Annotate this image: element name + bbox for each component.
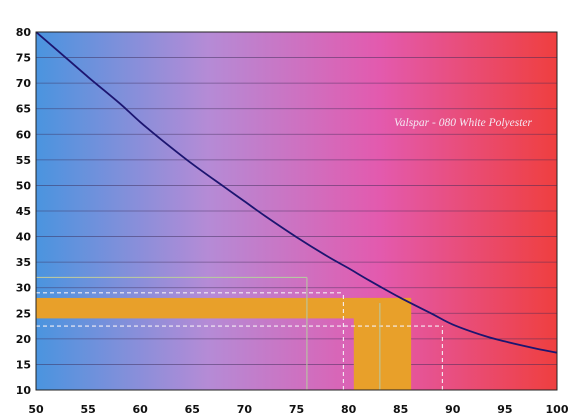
y-tick-label: 25 [16,307,31,320]
highlight-band-horizontal [36,297,412,319]
y-tick-label: 35 [16,256,31,269]
series-annotation: Valspar - 080 White Polyester [394,117,533,129]
x-tick-label: 50 [28,403,44,416]
x-tick-label: 60 [133,403,149,416]
x-tick-label: 85 [393,403,408,416]
y-tick-label: 15 [16,358,31,371]
y-tick-label: 70 [16,77,32,90]
y-tick-label: 80 [16,26,32,39]
y-tick-label: 50 [16,179,32,192]
y-tick-label: 30 [16,282,32,295]
y-tick-label: 45 [16,205,31,218]
x-tick-label: 95 [497,403,512,416]
y-tick-label: 60 [16,128,32,141]
y-tick-label: 40 [16,231,32,244]
y-tick-label: 55 [16,154,31,167]
x-tick-label: 100 [546,403,569,416]
plot-border [35,31,558,391]
x-tick-label: 75 [289,403,304,416]
highlight-bands [36,297,412,390]
curve-group [36,32,557,354]
x-tick-label: 90 [445,403,461,416]
y-tick-label: 75 [16,52,31,65]
x-tick-label: 65 [185,403,200,416]
series-line [36,32,557,354]
x-tick-label: 80 [341,403,357,416]
y-tick-label: 20 [16,333,32,346]
y-tick-label: 10 [16,384,32,397]
highlight-band-vertical [353,297,412,390]
y-axis-ticks: 10 15 20 25 30 35 40 45 50 55 60 65 70 75 80 [16,26,32,397]
x-tick-label: 70 [237,403,253,416]
y-tick-label: 65 [16,103,31,116]
x-axis-ticks: 50 55 60 65 70 75 80 85 90 95 100 [28,403,568,416]
x-tick-label: 55 [80,403,95,416]
reference-lines [36,276,443,390]
